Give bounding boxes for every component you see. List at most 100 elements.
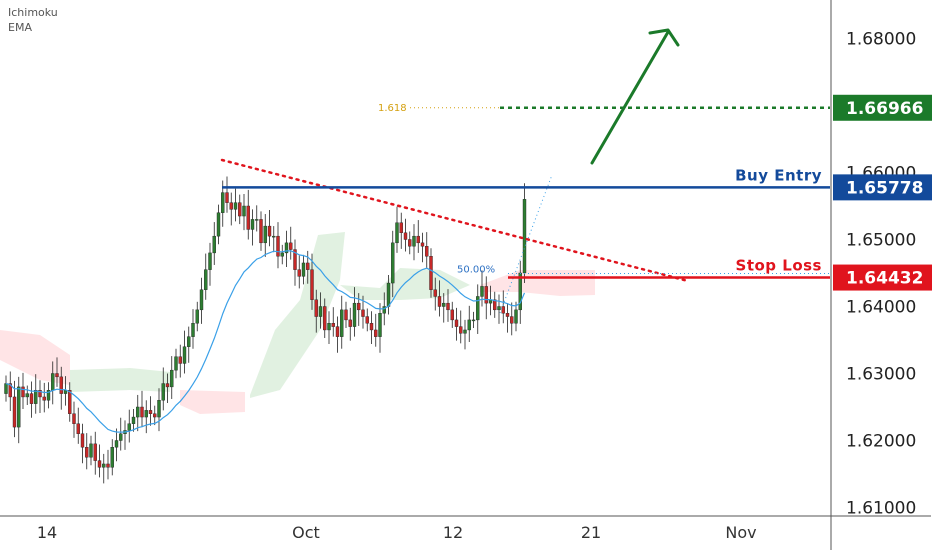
candle-body <box>263 225 267 244</box>
candle-body <box>144 410 148 418</box>
candle-body <box>250 219 255 230</box>
candle-body <box>8 383 12 398</box>
candle-body <box>348 319 352 327</box>
price-tick: 1.63000 <box>846 365 916 385</box>
candle-body <box>510 316 514 324</box>
buy-price-tag <box>833 174 932 201</box>
candle-body <box>344 309 348 321</box>
candle-body <box>114 440 119 448</box>
candle-body <box>484 286 488 304</box>
candle-body <box>459 326 463 334</box>
cloud-region <box>250 232 345 398</box>
candle-body <box>416 235 420 244</box>
price-labels: 1.66966 1.65778 1.64432 <box>833 94 932 291</box>
candle-body <box>450 309 454 321</box>
candle-body <box>374 329 378 337</box>
candle-body <box>289 242 293 250</box>
candle-body <box>225 192 229 203</box>
candle-body <box>127 423 131 431</box>
candle-body <box>238 202 242 217</box>
cloud-region <box>480 270 595 296</box>
cloud-region <box>180 390 245 414</box>
candle-body <box>59 376 63 394</box>
candle-body <box>306 262 310 270</box>
candle-body <box>318 306 323 317</box>
candle-body <box>518 272 522 311</box>
candle-body <box>361 309 365 317</box>
candle-body <box>471 319 476 322</box>
candle-body <box>80 433 85 448</box>
buy-entry-label: Buy Entry <box>735 166 822 184</box>
candle-body <box>191 323 195 337</box>
candle-body <box>157 400 161 418</box>
candle-body <box>170 369 174 388</box>
candle-body <box>17 386 21 428</box>
candle-body <box>378 313 382 337</box>
candle-body <box>323 306 327 331</box>
candle-body <box>259 219 263 244</box>
candle-body <box>204 269 208 290</box>
candle-body <box>187 336 191 347</box>
candle-body <box>425 245 429 257</box>
candle-body <box>331 323 335 327</box>
time-tick: Nov <box>725 523 756 542</box>
candle-body <box>493 299 497 311</box>
candle-body <box>420 242 425 247</box>
candle-body <box>106 463 110 468</box>
ichimoku-cloud <box>0 232 595 414</box>
candle-body <box>165 383 170 388</box>
candle-body <box>386 282 391 307</box>
indicator-label-ichimoku: Ichimoku <box>8 6 58 19</box>
candle-body <box>89 443 93 458</box>
candle-body <box>327 323 331 331</box>
candle-body <box>365 316 369 324</box>
candle-body <box>476 296 480 321</box>
candle-body <box>335 326 340 337</box>
time-tick: 21 <box>581 523 601 542</box>
candle-body <box>153 413 157 418</box>
candle-body <box>12 396 17 428</box>
candle-body <box>76 423 80 435</box>
fib-50-label: 50.00% <box>457 265 495 276</box>
candle-body <box>352 302 357 327</box>
candle-body <box>140 406 144 418</box>
candle-body <box>72 413 76 424</box>
target-price-tag <box>833 94 932 121</box>
bullish-arrow <box>590 28 680 165</box>
price-tick: 1.64000 <box>846 298 916 318</box>
candle-body <box>403 232 408 240</box>
candle-body <box>242 205 246 217</box>
candle-body <box>467 319 471 331</box>
stop-price-tag <box>833 264 932 291</box>
candle-body <box>463 329 467 334</box>
fib-1618-label: 1.618 <box>378 103 407 114</box>
candles <box>4 176 527 484</box>
candle-body <box>42 396 46 401</box>
candle-body <box>369 323 374 331</box>
indicator-label-ema: EMA <box>8 21 32 34</box>
time-axis[interactable]: 14 Oct 12 21 Nov <box>37 523 757 542</box>
candle-body <box>110 447 114 468</box>
candle-body <box>208 252 212 270</box>
candle-body <box>255 219 259 221</box>
price-tick: 1.65000 <box>846 231 916 251</box>
candle-body <box>357 302 361 311</box>
candle-body <box>182 346 187 364</box>
candle-body <box>55 373 59 378</box>
candle-body <box>119 433 123 441</box>
time-tick: 14 <box>37 523 57 542</box>
ema-line <box>5 250 526 433</box>
candle-body <box>293 249 297 270</box>
candle-body <box>501 306 505 314</box>
candle-body <box>46 390 51 401</box>
candle-body <box>68 390 72 414</box>
candle-body <box>221 192 225 213</box>
candle-body <box>505 313 510 317</box>
candle-body <box>276 235 280 257</box>
candle-body <box>514 309 518 324</box>
candle-body <box>178 356 182 364</box>
buy-price-text: 1.65778 <box>846 178 923 198</box>
candle-body <box>212 235 216 254</box>
candle-body <box>412 235 416 247</box>
